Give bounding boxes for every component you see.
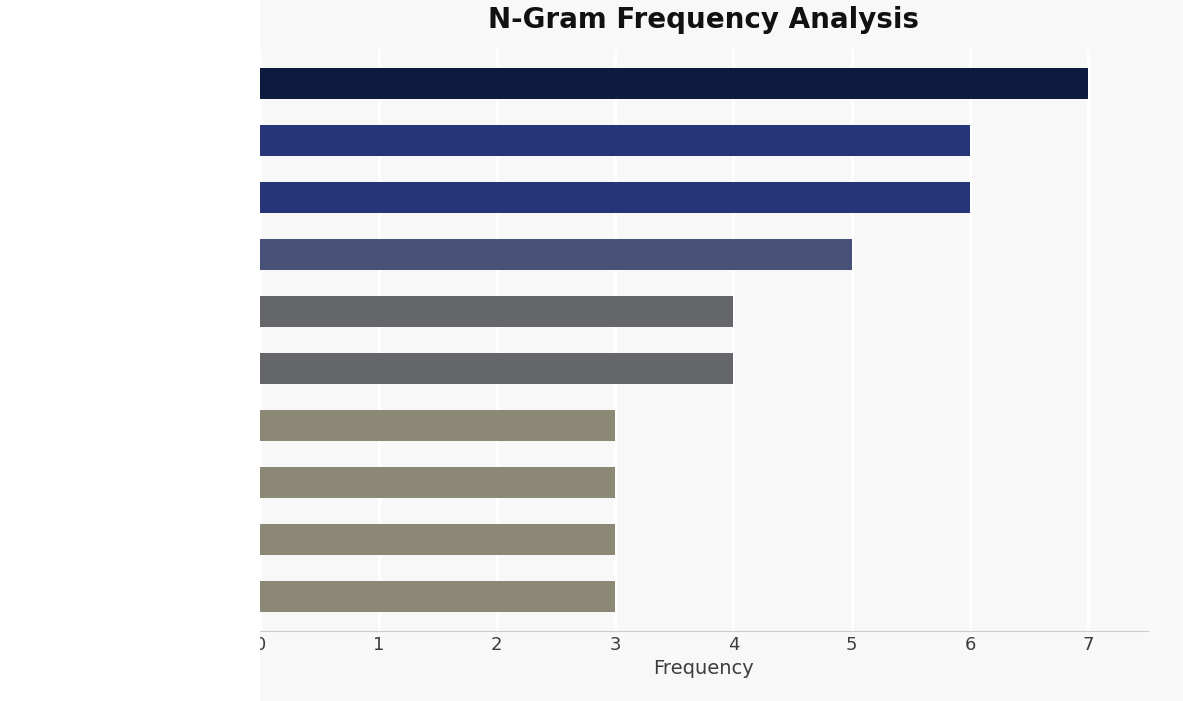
Bar (260, 239, 852, 270)
X-axis label: Frequency: Frequency (653, 660, 755, 679)
Bar (260, 125, 970, 156)
Bar (260, 182, 970, 213)
Bar (260, 353, 733, 384)
Title: N-Gram Frequency Analysis: N-Gram Frequency Analysis (489, 6, 919, 34)
Bar (260, 67, 1088, 99)
Bar (260, 410, 615, 441)
Bar (260, 467, 615, 498)
Bar (260, 581, 615, 613)
Bar (260, 524, 615, 555)
Bar (260, 296, 733, 327)
